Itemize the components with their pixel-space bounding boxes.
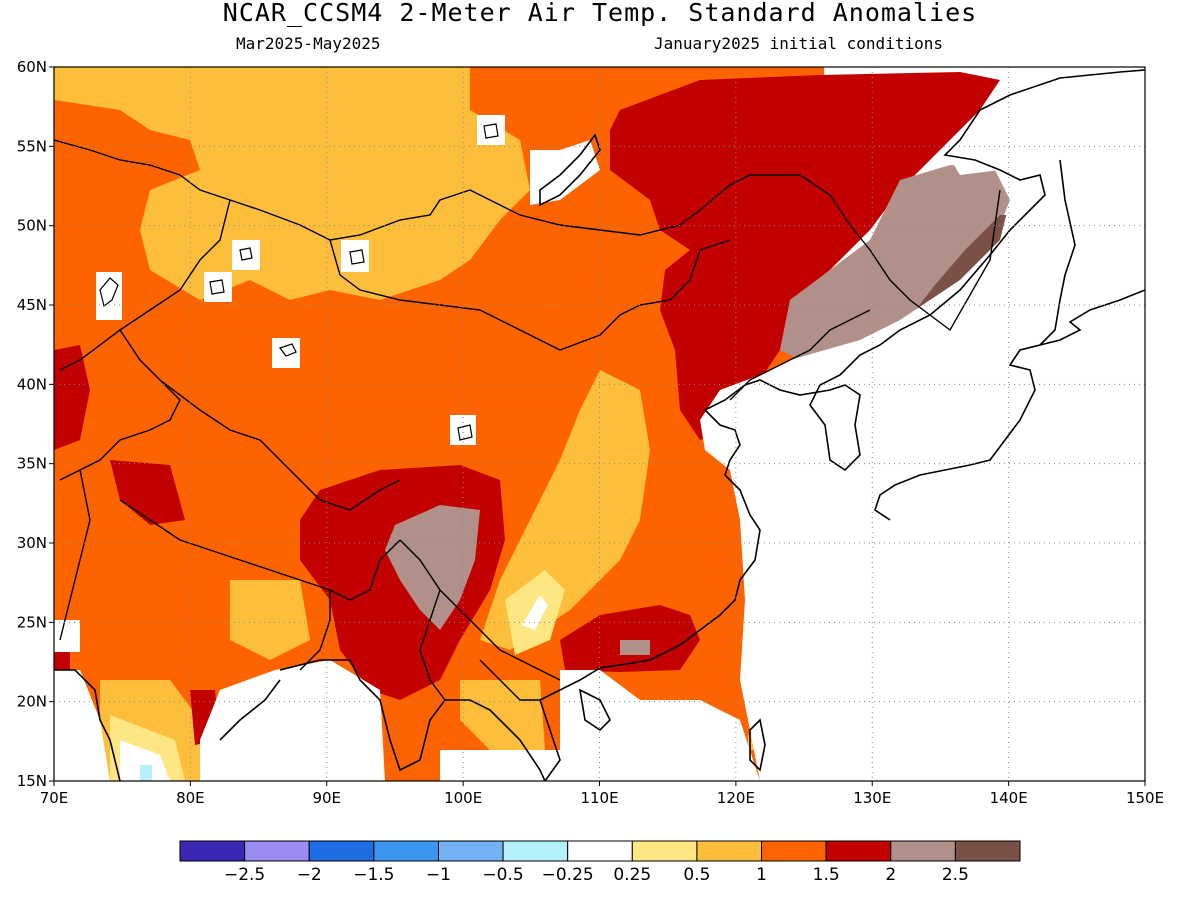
colorbar-label: 1.5 [813, 865, 840, 885]
colorbar-swatch [567, 840, 633, 862]
lon-axis: 70E 80E 90E 100E 110E 120E 130E 140E 150E [40, 781, 1164, 807]
anomaly-region-0.25-0.5 [120, 740, 170, 781]
ocean-mask [54, 670, 110, 781]
lat-tick-label: 15N [17, 772, 47, 790]
lat-axis: 15N 20N 25N 30N 35N 40N 45N 50N 55N 60N [17, 58, 54, 790]
anomaly-region--0.5--0.25 [140, 765, 152, 781]
country-borders [54, 139, 1001, 701]
colorbar-swatch [890, 840, 956, 862]
anomaly-region-1.5-2 [560, 605, 700, 672]
colorbar-label: 2.5 [942, 865, 969, 885]
lon-tick-label: 90E [312, 789, 341, 807]
lon-tick-label: 150E [1126, 789, 1164, 807]
colorbar-swatch [373, 840, 439, 862]
lake-mask [450, 415, 476, 445]
colorbar-labels: −2.5 −2 −1.5 −1 −0.5 −0.25 0.25 0.5 1 1.5 2 2.5 [224, 865, 969, 885]
ocean-mask [530, 140, 600, 205]
anomaly-region-0.5-1 [54, 67, 530, 300]
colorbar-label: 0.25 [613, 865, 651, 885]
anomaly-region-0.25-0.5 [522, 595, 548, 630]
colorbar-label: 1 [756, 865, 767, 885]
lon-tick-label: 130E [853, 789, 891, 807]
colorbar-swatch [244, 840, 310, 862]
lat-tick-label: 55N [17, 137, 47, 155]
ocean-mask [200, 660, 385, 781]
initial-conditions: January2025 initial conditions [654, 34, 943, 53]
lon-tick-label: 120E [717, 789, 755, 807]
anomaly-region-2-2.5 [620, 640, 650, 655]
colorbar-swatch [308, 840, 375, 862]
lake-mask [477, 115, 505, 145]
lake-mask [232, 240, 260, 270]
colorbar-label: 0.5 [683, 865, 710, 885]
lat-tick-label: 45N [17, 296, 47, 314]
anomaly-region-1.5-2 [54, 345, 90, 450]
anomaly-region-1.5-2 [110, 460, 185, 525]
colorbar-swatch [502, 840, 569, 862]
colorbar-swatch [825, 840, 892, 862]
chart-title: NCAR_CCSM4 2-Meter Air Temp. Standard An… [222, 0, 978, 27]
lon-tick-label: 100E [444, 789, 482, 807]
lat-tick-label: 40N [17, 375, 47, 393]
colorbar-swatch [631, 840, 698, 862]
lat-tick-label: 50N [17, 217, 47, 235]
lon-tick-label: 110E [580, 789, 618, 807]
colorbar-label: 2 [885, 865, 896, 885]
colorbar-swatch [696, 840, 763, 862]
lake-mask [341, 240, 369, 272]
anomaly-region-0.5-1 [460, 680, 545, 750]
colorbar-label: −2 [297, 865, 322, 885]
lat-tick-label: 60N [17, 58, 47, 76]
lon-tick-label: 70E [40, 789, 69, 807]
lat-tick-label: 35N [17, 455, 47, 473]
colorbar-swatch [761, 840, 827, 862]
lake-mask [54, 620, 80, 652]
lake-mask [272, 338, 300, 368]
gridlines [54, 67, 1145, 781]
anomaly-fill [54, 67, 1145, 781]
colorbar [179, 840, 1021, 862]
anomaly-region-2-2.5 [780, 165, 1010, 390]
colorbar-swatch [954, 840, 1021, 862]
ocean-mask [440, 670, 760, 781]
lat-tick-label: 25N [17, 613, 47, 631]
colorbar-swatch [437, 840, 504, 862]
lat-tick-label: 20N [17, 693, 47, 711]
colorbar-label: −1.5 [353, 865, 394, 885]
anomaly-region-2-2.5 [385, 505, 480, 630]
coastlines [54, 69, 1145, 781]
lon-tick-label: 140E [990, 789, 1028, 807]
colorbar-label: −0.25 [542, 865, 594, 885]
colorbar-label: −2.5 [224, 865, 265, 885]
anomaly-region-0.5-1 [230, 580, 310, 660]
ocean-mask [700, 67, 1145, 781]
anomaly-region-0.5-1 [480, 370, 650, 650]
colorbar-swatch [179, 840, 246, 862]
lake-mask [204, 272, 232, 302]
colorbar-label: −1 [426, 865, 451, 885]
lon-tick-label: 80E [176, 789, 205, 807]
forecast-period: Mar2025-May2025 [236, 34, 381, 53]
anomaly-region-1.5-2 [610, 72, 1000, 440]
lat-tick-label: 30N [17, 534, 47, 552]
lakes-outlines [99, 123, 499, 441]
colorbar-label: −0.5 [482, 865, 523, 885]
